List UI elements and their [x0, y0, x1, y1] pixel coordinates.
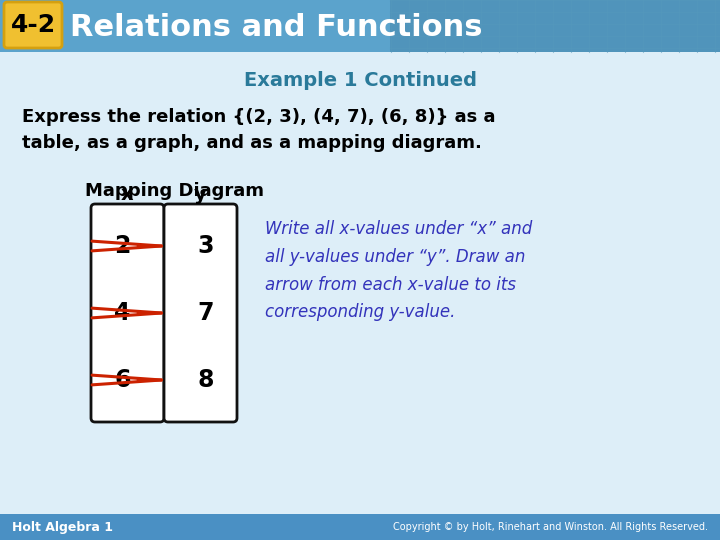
Text: Relations and Functions: Relations and Functions [70, 12, 482, 42]
Text: y: y [194, 185, 207, 204]
Text: x: x [121, 185, 134, 204]
Text: 7: 7 [197, 301, 214, 325]
FancyBboxPatch shape [164, 204, 237, 422]
Text: 4: 4 [114, 301, 130, 325]
Text: 8: 8 [197, 368, 214, 392]
FancyBboxPatch shape [4, 2, 62, 48]
Text: Mapping Diagram: Mapping Diagram [85, 182, 264, 200]
Text: Express the relation {(2, 3), (4, 7), (6, 8)} as a
table, as a graph, and as a m: Express the relation {(2, 3), (4, 7), (6… [22, 108, 495, 152]
Bar [0, 0, 720, 52]
Text: Write all x-values under “x” and
all y-values under “y”. Draw an
arrow from each: Write all x-values under “x” and all y-v… [265, 220, 532, 321]
Text: 3: 3 [197, 234, 214, 258]
FancyBboxPatch shape [91, 204, 164, 422]
Bar [390, 0, 720, 52]
Text: 6: 6 [114, 368, 130, 392]
Text: 2: 2 [114, 234, 130, 258]
Text: Holt Algebra 1: Holt Algebra 1 [12, 521, 113, 534]
Bar [0, 514, 720, 540]
Text: Copyright © by Holt, Rinehart and Winston. All Rights Reserved.: Copyright © by Holt, Rinehart and Winsto… [393, 522, 708, 532]
Text: Example 1 Continued: Example 1 Continued [243, 71, 477, 90]
Text: 4-2: 4-2 [10, 13, 55, 37]
